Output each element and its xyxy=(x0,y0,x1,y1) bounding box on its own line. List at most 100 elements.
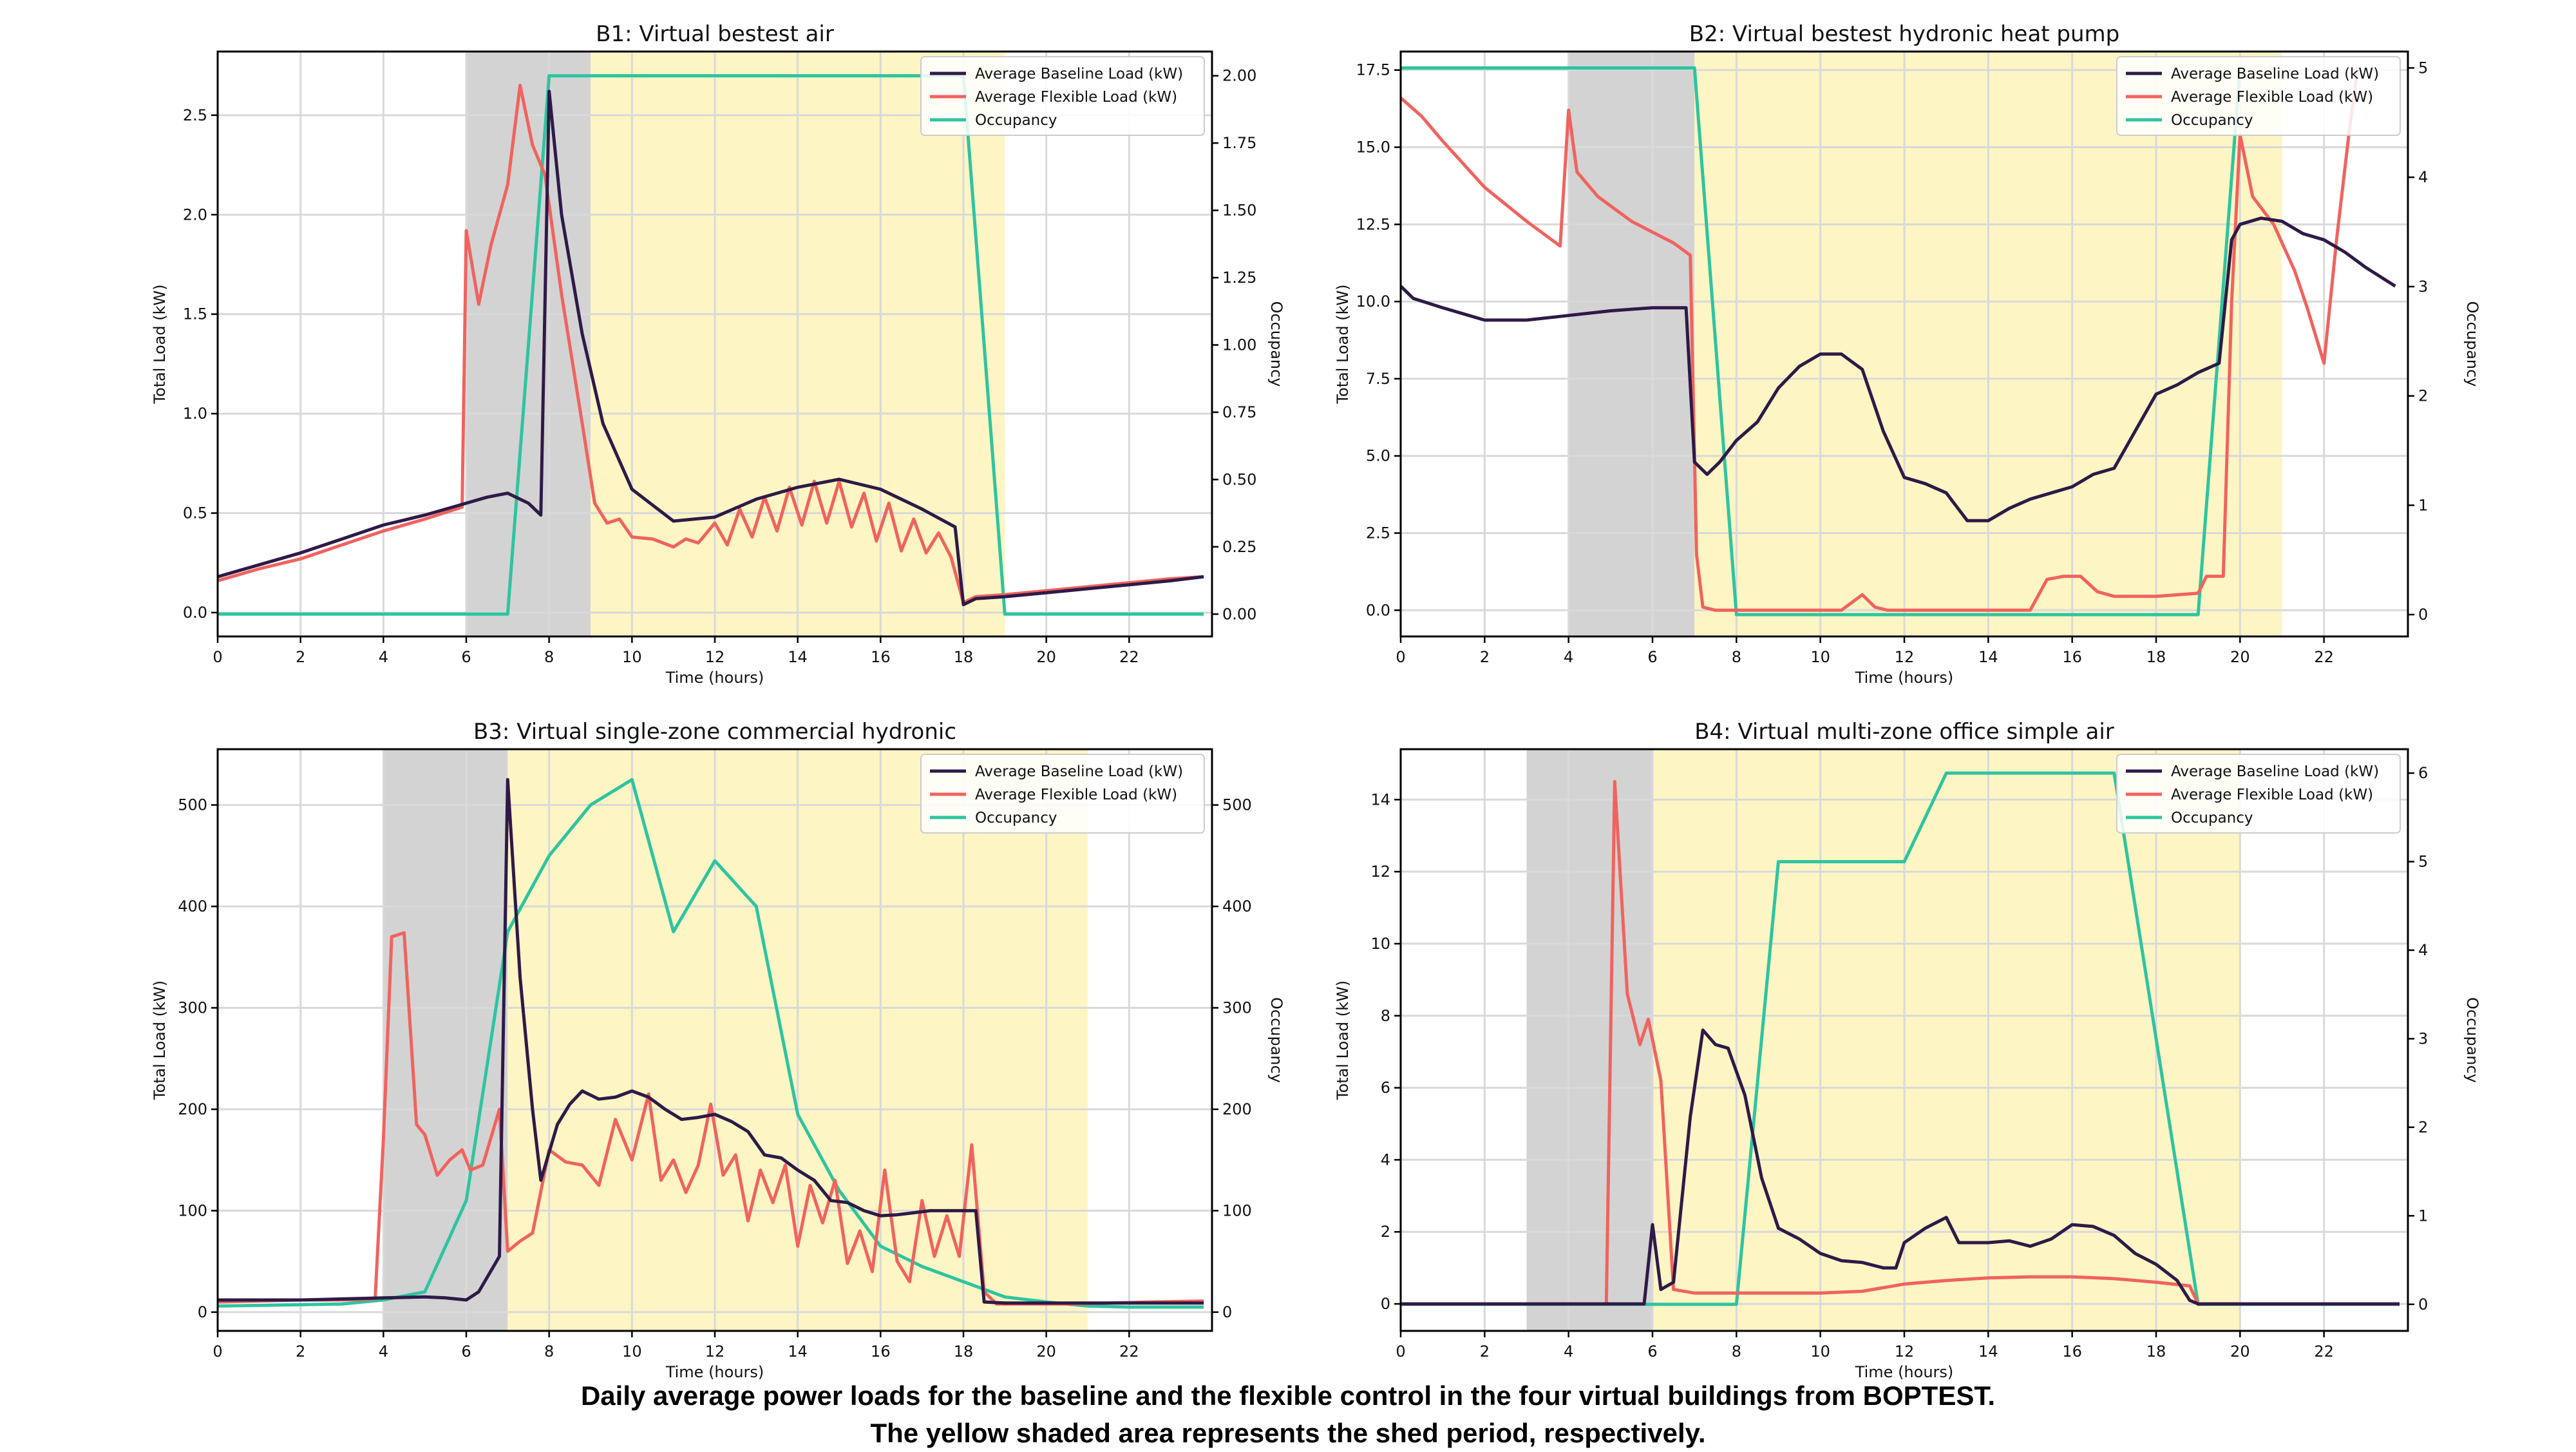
x-tick-label: 12 xyxy=(705,1342,725,1361)
y2-tick-label: 3 xyxy=(2418,278,2428,296)
y2-axis-label: Occupancy xyxy=(1267,997,1285,1083)
y-tick-label: 4 xyxy=(1381,1151,1390,1169)
flexible-load-line xyxy=(218,84,1204,604)
baseline-load-line xyxy=(218,90,1204,607)
x-tick-label: 2 xyxy=(296,648,305,666)
x-tick-label: 20 xyxy=(2230,648,2250,666)
legend-baseline-label: Average Baseline Load (kW) xyxy=(975,763,1183,780)
x-tick-label: 12 xyxy=(1895,1342,1915,1361)
y2-tick-label: 100 xyxy=(1222,1201,1252,1219)
y-tick-label: 0 xyxy=(1381,1295,1390,1313)
y-tick-label: 2.5 xyxy=(183,106,207,124)
y-tick-label: 2.0 xyxy=(183,205,207,224)
x-tick-label: 22 xyxy=(2314,648,2334,666)
y2-tick-label: 4 xyxy=(2418,168,2428,186)
y-tick-label: 15.0 xyxy=(1356,139,1390,157)
chart-title: B4: Virtual multi-zone office simple air xyxy=(1694,719,2114,745)
chart-title: B2: Virtual bestest hydronic heat pump xyxy=(1689,21,2120,47)
legend-occupancy-label: Occupancy xyxy=(2171,810,2253,826)
x-tick-label: 2 xyxy=(1480,648,1490,666)
y2-tick-label: 400 xyxy=(1222,897,1252,915)
y-axis-label: Total Load (kW) xyxy=(1334,980,1352,1100)
x-tick-label: 4 xyxy=(1564,648,1573,666)
chart-panel-2: 0 2 4 6 8 10 12 14 16 18 20 220.02.55.07.510.012.51… xyxy=(1334,21,2481,687)
legend-box xyxy=(920,56,1205,136)
x-tick-label: 10 xyxy=(622,648,642,666)
x-tick-label: 4 xyxy=(1564,1342,1573,1361)
y2-tick-label: 3 xyxy=(2418,1029,2428,1047)
x-tick-label: 8 xyxy=(544,1342,554,1361)
x-tick-label: 10 xyxy=(622,1342,642,1361)
x-tick-label: 8 xyxy=(544,648,554,666)
legend: Average Baseline Load (kW) Average Flexib… xyxy=(2116,56,2401,136)
y2-tick-label: 0.75 xyxy=(1222,403,1256,421)
chart-title: B1: Virtual bestest air xyxy=(596,21,834,47)
preload-period-shade xyxy=(383,749,508,1331)
legend-baseline-label: Average Baseline Load (kW) xyxy=(2171,66,2379,82)
x-tick-label: 14 xyxy=(1978,648,1998,666)
y2-tick-label: 6 xyxy=(2418,764,2428,782)
y-tick-label: 2.5 xyxy=(1366,524,1390,542)
y2-axis-label: Occupancy xyxy=(2463,997,2481,1083)
y2-tick-label: 300 xyxy=(1222,999,1252,1017)
y2-tick-label: 5 xyxy=(2418,59,2428,77)
y2-tick-label: 0 xyxy=(2418,1295,2428,1313)
x-tick-label: 16 xyxy=(871,648,891,666)
x-tick-label: 0 xyxy=(1396,1342,1405,1361)
preload-period-shade xyxy=(1526,749,1653,1331)
x-tick-label: 10 xyxy=(1810,648,1830,666)
y2-tick-label: 5 xyxy=(2418,853,2428,871)
legend: Average Baseline Load (kW) Average Flexib… xyxy=(920,56,1205,136)
x-tick-label: 6 xyxy=(461,1342,471,1361)
x-axis-label: Time (hours) xyxy=(665,1363,764,1381)
x-tick-label: 18 xyxy=(954,1342,974,1361)
x-axis-label: Time (hours) xyxy=(1855,1363,1954,1381)
y-tick-label: 5.0 xyxy=(1366,447,1390,465)
legend-baseline-label: Average Baseline Load (kW) xyxy=(975,66,1183,82)
x-axis-label: Time (hours) xyxy=(665,669,764,687)
occupancy-line xyxy=(218,778,1204,1309)
x-axis-label: Time (hours) xyxy=(1855,669,1954,687)
x-tick-label: 6 xyxy=(1647,648,1657,666)
flexible-load-line xyxy=(218,931,1204,1306)
x-tick-label: 16 xyxy=(871,1342,891,1361)
x-tick-label: 6 xyxy=(461,648,471,666)
x-tick-label: 14 xyxy=(788,1342,808,1361)
legend-box xyxy=(2116,56,2401,136)
chart-panel-3: 0 2 4 6 8 10 12 14 16 18 20 22 0 100 200 300 400 500 0 100 2… xyxy=(151,719,1285,1381)
x-tick-label: 22 xyxy=(1119,648,1139,666)
x-tick-label: 4 xyxy=(379,1342,388,1361)
y-tick-label: 10 xyxy=(1370,935,1390,953)
baseline-load-line xyxy=(1401,1028,2400,1306)
y-tick-label: 1.0 xyxy=(183,405,207,423)
legend-baseline-label: Average Baseline Load (kW) xyxy=(2171,763,2379,780)
x-tick-label: 18 xyxy=(954,648,974,666)
x-tick-label: 0 xyxy=(213,648,222,666)
y-tick-label: 2 xyxy=(1381,1223,1390,1241)
y-axis-label: Total Load (kW) xyxy=(151,980,169,1100)
caption-line-2: The yellow shaded area represents the sh… xyxy=(870,1418,1706,1448)
chart-title: B3: Virtual single-zone commercial hydro… xyxy=(473,719,956,745)
x-tick-label: 10 xyxy=(1810,1342,1830,1361)
y2-tick-label: 1.00 xyxy=(1222,336,1256,354)
y-tick-label: 1.5 xyxy=(183,305,207,323)
legend-flexible-label: Average Flexible Load (kW) xyxy=(975,89,1177,106)
x-tick-label: 8 xyxy=(1732,648,1741,666)
preload-period-shade xyxy=(1568,52,1695,636)
y2-tick-label: 0 xyxy=(1222,1303,1232,1321)
y-tick-label: 500 xyxy=(178,796,207,814)
y-tick-label: 100 xyxy=(178,1201,207,1219)
x-tick-label: 4 xyxy=(379,648,388,666)
x-tick-label: 0 xyxy=(213,1342,222,1361)
legend-flexible-label: Average Flexible Load (kW) xyxy=(975,787,1177,803)
baseline-load-line xyxy=(218,778,1204,1305)
x-tick-label: 0 xyxy=(1396,648,1405,666)
x-tick-label: 14 xyxy=(788,648,808,666)
y-tick-label: 14 xyxy=(1370,790,1390,808)
flexible-load-line xyxy=(1401,779,2400,1306)
caption-line-1: Daily average power loads for the baseli… xyxy=(580,1380,1996,1411)
y-tick-label: 10.0 xyxy=(1356,292,1390,310)
y2-axis-label: Occupancy xyxy=(1267,301,1285,387)
x-tick-label: 2 xyxy=(1480,1342,1490,1361)
